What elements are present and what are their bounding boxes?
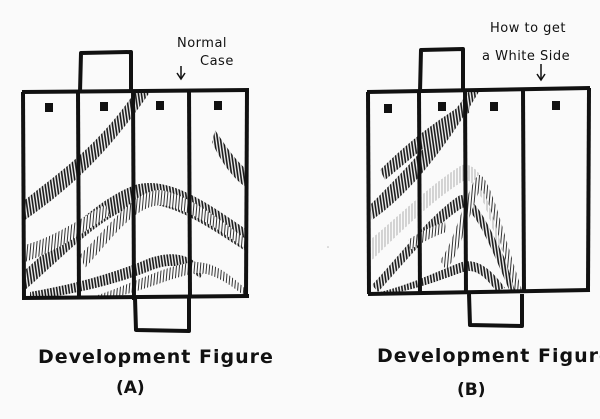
band-mid-light-a: [80, 190, 247, 268]
marker-square-b-1: [384, 104, 392, 113]
pattern-bands-a: [25, 92, 247, 298]
band-peak-b: [440, 175, 522, 291]
band-right-a: [212, 130, 247, 188]
marker-square-a-3: [156, 101, 164, 110]
label-b: (B): [457, 380, 486, 400]
strip-divider-a-2: [131, 89, 136, 301]
annotation-b-line1: How to get: [490, 21, 566, 36]
strip-divider-b-0: [366, 91, 371, 295]
top-edge-a: [21, 88, 250, 94]
strip-divider-b-4: [586, 87, 591, 291]
development-figure-a: Normal Case Development Figure (A): [21, 36, 274, 398]
band-bottom-b: [380, 261, 505, 294]
top-tab-b: [418, 47, 465, 93]
marker-square-a-2: [100, 102, 108, 111]
annotation-a-line2: Case: [200, 54, 234, 69]
marker-square-b-4: [552, 101, 560, 110]
marker-square-a-4: [214, 101, 222, 110]
strip-divider-b-3: [521, 89, 526, 293]
band-bottom-a: [30, 254, 205, 298]
marker-squares-b: [384, 101, 560, 113]
bottom-tab-a: [133, 297, 191, 333]
caption-a: Development Figure: [38, 346, 274, 368]
band-bottom2-b: [408, 222, 446, 250]
band-top-a: [25, 92, 150, 220]
label-a: (A): [116, 378, 145, 398]
marker-square-b-2: [438, 102, 446, 111]
top-tab-a: [78, 50, 133, 93]
strip-divider-b-1: [417, 91, 422, 295]
caption-b: Development Figure: [377, 345, 600, 367]
bottom-edge-b: [367, 288, 591, 296]
annotation-a-line1: Normal: [177, 36, 227, 51]
strip-divider-a-4: [244, 89, 249, 297]
arrow-icon: [536, 64, 546, 82]
arrow-icon: [176, 66, 186, 81]
band-low-a: [25, 205, 110, 262]
marker-squares-a: [45, 101, 222, 112]
bottom-tab-b: [467, 293, 524, 328]
strip-divider-a-1: [76, 91, 81, 299]
band-mid-light-b: [370, 164, 505, 260]
development-figure-b: How to get a White Side Development Figu…: [366, 21, 600, 400]
annotation-b-line2: a White Side: [482, 49, 570, 64]
marker-square-b-3: [490, 102, 498, 111]
strip-outlines-b: [366, 47, 591, 328]
marker-square-a-1: [45, 103, 53, 112]
strip-divider-a-3: [187, 89, 192, 299]
band-top2-b: [380, 100, 470, 180]
top-edge-b: [366, 86, 591, 94]
stray-dot: [327, 246, 329, 248]
strip-divider-b-2: [463, 90, 468, 295]
strip-outlines-a: [21, 50, 250, 333]
band-mid-b: [372, 195, 520, 292]
strip-divider-a-0: [21, 91, 26, 299]
pattern-bands-b: [370, 90, 522, 294]
